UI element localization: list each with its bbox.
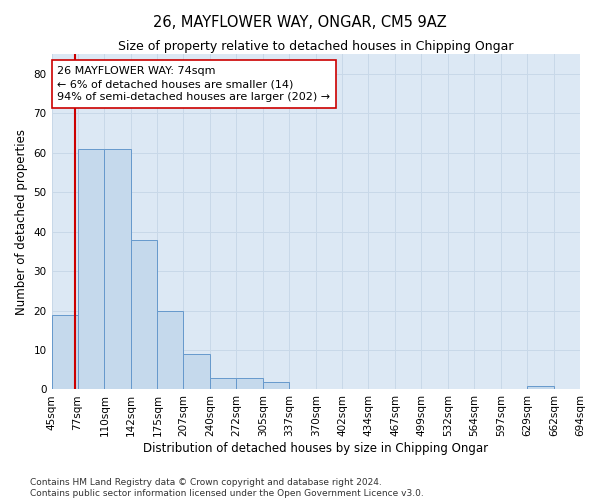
Bar (157, 310, 184, 390)
Bar (184, 354, 211, 390)
Title: Size of property relative to detached houses in Chipping Ongar: Size of property relative to detached ho… (118, 40, 514, 53)
Y-axis label: Number of detached properties: Number of detached properties (15, 129, 28, 315)
X-axis label: Distribution of detached houses by size in Chipping Ongar: Distribution of detached houses by size … (143, 442, 488, 455)
Bar (131, 240, 157, 390)
Bar (236, 378, 263, 390)
Bar (527, 386, 554, 390)
Bar (211, 378, 236, 390)
Bar (104, 149, 131, 390)
Bar (52, 314, 77, 390)
Text: 26, MAYFLOWER WAY, ONGAR, CM5 9AZ: 26, MAYFLOWER WAY, ONGAR, CM5 9AZ (153, 15, 447, 30)
Text: 26 MAYFLOWER WAY: 74sqm
← 6% of detached houses are smaller (14)
94% of semi-det: 26 MAYFLOWER WAY: 74sqm ← 6% of detached… (57, 66, 331, 102)
Bar (77, 149, 104, 390)
Text: Contains HM Land Registry data © Crown copyright and database right 2024.
Contai: Contains HM Land Registry data © Crown c… (30, 478, 424, 498)
Bar (263, 382, 289, 390)
